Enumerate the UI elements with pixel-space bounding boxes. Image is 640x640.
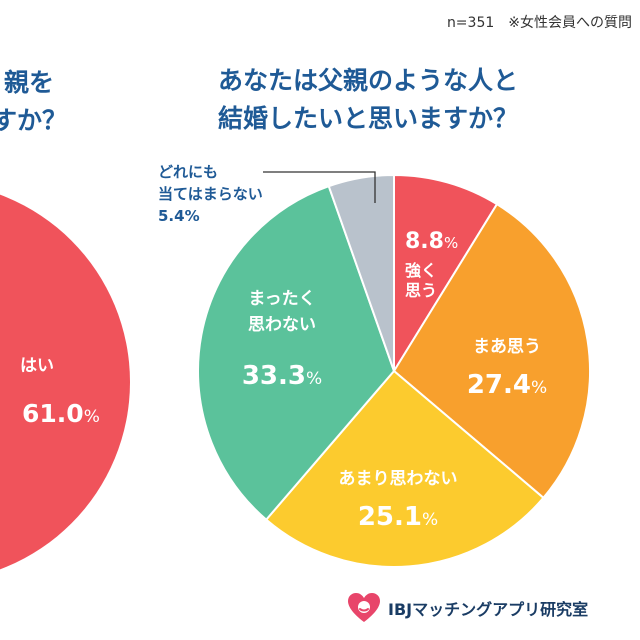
left-pie-yes-value: 61.0% (22, 399, 100, 428)
slice-value-not-at-all: 33.3% (242, 361, 322, 391)
pie-slice-strong (393, 173, 499, 375)
slice-name-strong-1: 強く (405, 261, 437, 280)
slice-value-strong: 8.8% (405, 229, 458, 254)
slice-name-strong-2: 思う (405, 281, 437, 300)
footer-logo: IBJマッチングアプリ研究室 (346, 586, 588, 630)
slice-label-somewhat: まあ思う 27.4% (467, 337, 547, 400)
slice-value-none: 5.4% (158, 207, 200, 225)
left-pie-yes-label: はい (20, 356, 54, 376)
pie-slice-not-at-all (197, 184, 396, 522)
pie-slice-not-much (264, 369, 545, 568)
pie-slice-somewhat (392, 202, 591, 500)
slice-label-not-much: あまり思わない 25.1% (339, 469, 458, 532)
slice-label-none: どれにも 当てはまらない 5.4% (158, 163, 263, 225)
leader-line (263, 171, 376, 203)
left-title-line2: すか？ (0, 106, 68, 135)
slice-name-not-at-all-2: 思わない (248, 315, 316, 335)
chart-title: あなたは父親のような人と 結婚したいと思いますか？ (218, 62, 518, 138)
chart-title-line1: あなたは父親のような人と (218, 66, 519, 95)
pie-chart (197, 173, 591, 568)
slice-name-none-1: どれにも (158, 163, 218, 181)
slice-name-not-much: あまり思わない (339, 469, 458, 489)
left-title-line1: 親を (4, 68, 55, 97)
slice-value-not-much: 25.1% (358, 502, 438, 532)
pie-slice-none (327, 173, 395, 372)
chart-title-line2: 結婚したいと思いますか？ (218, 104, 519, 133)
slice-value-somewhat: 27.4% (467, 370, 547, 400)
slice-name-somewhat: まあ思う (473, 337, 541, 357)
sample-note: n=351 ※女性会員への質問 (446, 15, 632, 31)
slice-name-none-2: 当てはまらない (158, 185, 263, 203)
brand-name: IBJマッチングアプリ研究室 (388, 600, 589, 619)
left-pie-yes-slice (0, 194, 130, 570)
slice-label-not-at-all: まったく 思わない 33.3% (242, 289, 322, 391)
slice-label-strong: 8.8% 強く 思う (405, 229, 458, 300)
slice-name-not-at-all-1: まったく (248, 289, 315, 309)
brand-heart-icon (348, 593, 380, 622)
